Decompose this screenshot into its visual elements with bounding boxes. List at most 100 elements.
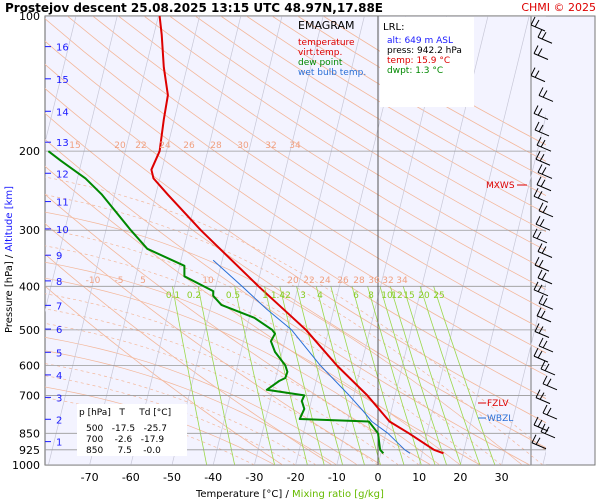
wind-barb-feather: [538, 202, 544, 211]
altitude-tick-label: 15: [56, 75, 69, 86]
fzlv-marker: FZLV: [478, 399, 509, 409]
wind-barb-shaft: [533, 113, 549, 120]
wind-barb-shaft: [534, 129, 550, 137]
wind-barb-feather: [534, 121, 540, 131]
dry-adiabat: [67, 16, 546, 332]
moist-adiabat: [45, 293, 420, 465]
wind-barb-feather: [537, 284, 543, 293]
wind-barb-shaft: [531, 75, 546, 83]
wind-barb: [537, 164, 553, 179]
wind-barb-shaft: [537, 36, 553, 44]
dry-adiabat-label: 24: [159, 141, 171, 151]
wind-barb-feather: [534, 70, 540, 78]
temperature-tick-label: -50: [163, 471, 181, 484]
wind-barb-feather: [532, 228, 538, 238]
wind-barb-feather: [540, 139, 546, 148]
wind-barb-feather: [533, 45, 539, 54]
lrl-box: LRL: alt: 649 m ASL press: 942.2 hPa tem…: [380, 17, 474, 107]
wind-barb-shaft: [536, 315, 552, 323]
wbzl-label: WBZL: [487, 414, 513, 424]
moist-adiabat-label: 32: [382, 276, 393, 286]
wind-barb-feather: [538, 326, 544, 334]
wind-barb-shaft: [535, 158, 551, 166]
wind-barb-shaft: [542, 412, 558, 420]
wind-barb-feather: [537, 419, 543, 428]
legend-item-wet-bulb: wet bulb temp.: [298, 68, 366, 78]
legend-item-virt-temp: virt.temp.: [298, 48, 342, 58]
wind-barb: [533, 281, 549, 297]
wind-barb-shaft: [537, 251, 553, 258]
wind-barb-shaft: [533, 289, 549, 297]
wind-barb-feather: [541, 167, 547, 175]
wind-barb-feather: [536, 307, 542, 317]
wind-barb-shaft: [531, 442, 547, 450]
profile-lines: [47, 16, 444, 455]
wind-barb-feather: [538, 295, 544, 304]
table-row-700: 700 -2.6 -17.9: [86, 435, 164, 445]
altitude-tick-label: 3: [56, 393, 62, 404]
altitude-tick-label: 13: [56, 138, 69, 149]
y-axis-title-altitude: Altitude [km]: [4, 186, 15, 252]
mixing-ratio-label: 25: [433, 291, 444, 301]
pressure-tick-label: 400: [19, 280, 40, 293]
dry-adiabat-label: 15: [69, 141, 80, 151]
mxws-label: MXWS: [486, 181, 515, 191]
wind-barb-feather: [542, 298, 548, 306]
mixing-ratio-label: 0.2: [187, 291, 201, 301]
pressure-ticks: 100 200 300 400 500 600 700 850 925 1000: [12, 10, 40, 472]
wind-barb-shaft: [533, 195, 549, 203]
wind-barb-feather: [535, 151, 541, 160]
isotherm-line: [212, 16, 324, 465]
pressure-tick-label: 1000: [12, 459, 40, 472]
dry-adiabat: [45, 40, 546, 376]
table-row-850: 850 7.5 -0.0: [86, 446, 161, 456]
legend-item-dew-point: dew point: [298, 58, 343, 68]
wind-barb-shaft: [538, 210, 554, 218]
wind-barb-feather: [542, 404, 548, 414]
moist-adiabat-label: 24: [319, 276, 331, 286]
wind-barb: [537, 29, 553, 44]
wind-barb: [535, 389, 551, 405]
mixing-ratio-label: 2: [285, 291, 291, 301]
moist-adiabat: [45, 245, 482, 465]
temperature-tick-label: 10: [412, 471, 426, 484]
series-line-temperature: [150, 16, 444, 455]
isotherm-line: [45, 16, 77, 145]
wind-barb-shaft: [540, 368, 556, 376]
altitude-tick-label: 8: [56, 277, 62, 288]
plot-layers: [45, 16, 546, 465]
wind-barb-feather: [539, 218, 545, 227]
wind-barb: [533, 347, 549, 363]
table-background: [77, 404, 187, 456]
temperature-tick-label: -30: [245, 471, 263, 484]
wind-barb-feather: [531, 67, 536, 76]
wind-barb-feather: [534, 256, 540, 266]
altitude-tick-label: 12: [56, 169, 69, 180]
mixing-ratio-label: 15: [403, 291, 414, 301]
moist-adiabat: [45, 176, 546, 452]
mixing-ratio-label: 0.5: [226, 291, 240, 301]
wind-barb: [535, 216, 551, 231]
moist-adiabat-label: 5: [140, 276, 146, 286]
wind-barb-feather: [538, 124, 544, 133]
wind-barb-feather: [533, 347, 539, 357]
wind-barb: [531, 434, 547, 450]
isotherm-line: [130, 16, 242, 465]
wind-barb-shaft: [534, 264, 550, 272]
mixing-ratio-label: 20: [418, 291, 430, 301]
temperature-tick-label: -60: [122, 471, 140, 484]
wind-barb-feather: [533, 105, 539, 114]
temperature-tick-label: 20: [453, 471, 467, 484]
wind-barb-feather: [546, 407, 552, 416]
wind-barb-shaft: [537, 171, 553, 179]
wind-barb: [538, 202, 554, 218]
wind-barb-feather: [541, 246, 547, 254]
wind-barb: [537, 243, 553, 258]
wind-barb: [540, 360, 556, 376]
wind-barb-feather: [533, 281, 539, 291]
altitude-tick-label: 2: [56, 415, 62, 426]
temperature-tick-label: -70: [81, 471, 99, 484]
mixing-ratio-label: 4: [317, 291, 323, 301]
pressure-tick-label: 700: [19, 389, 40, 402]
